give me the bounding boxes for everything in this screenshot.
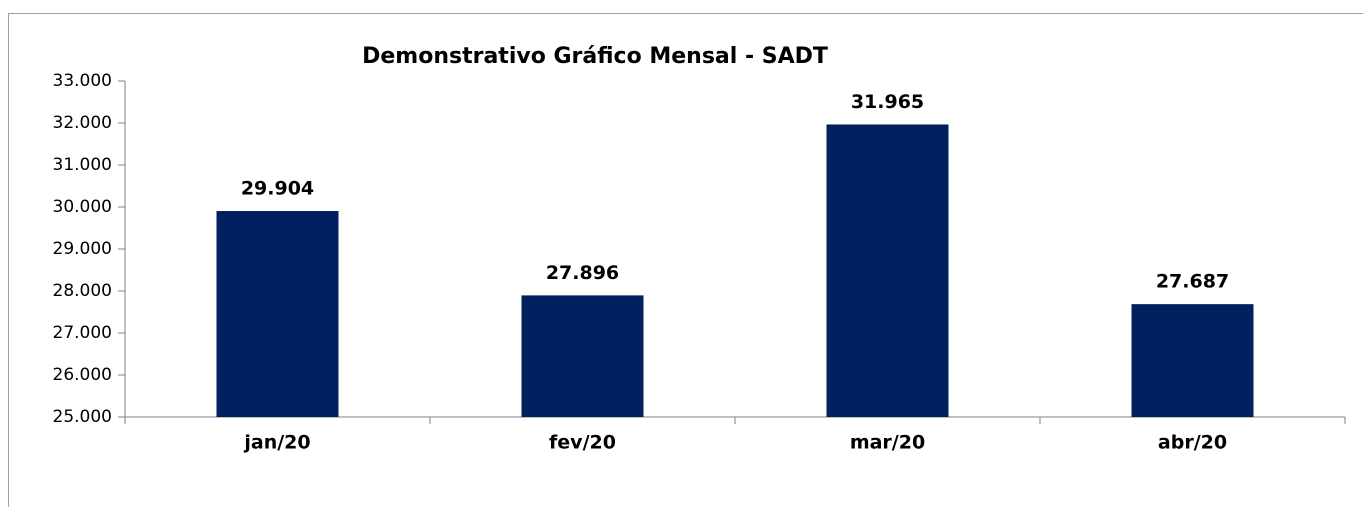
- data-label: 31.965: [851, 91, 924, 113]
- x-tick-label: mar/20: [850, 432, 925, 454]
- chart-border: [8, 13, 1363, 507]
- bar: [826, 124, 949, 417]
- chart-title: Demonstrativo Gráfico Mensal - SADT: [362, 44, 828, 69]
- x-tick-label: fev/20: [549, 432, 616, 454]
- y-tick-label: 33.000: [53, 71, 112, 91]
- y-tick-label: 28.000: [53, 281, 112, 301]
- data-label: 29.904: [241, 178, 314, 200]
- data-label: 27.687: [1156, 271, 1229, 293]
- x-tick-label: jan/20: [243, 432, 310, 454]
- y-tick-label: 29.000: [53, 239, 112, 259]
- x-tick-label: abr/20: [1158, 432, 1227, 454]
- y-tick-label: 31.000: [53, 155, 112, 175]
- bar: [1131, 304, 1254, 417]
- y-tick-label: 26.000: [53, 365, 112, 385]
- y-tick-label: 25.000: [53, 407, 112, 427]
- y-tick-label: 27.000: [53, 323, 112, 343]
- bar: [216, 211, 339, 417]
- y-tick-label: 30.000: [53, 197, 112, 217]
- y-tick-label: 32.000: [53, 113, 112, 133]
- bar: [521, 295, 644, 417]
- data-label: 27.896: [546, 262, 619, 284]
